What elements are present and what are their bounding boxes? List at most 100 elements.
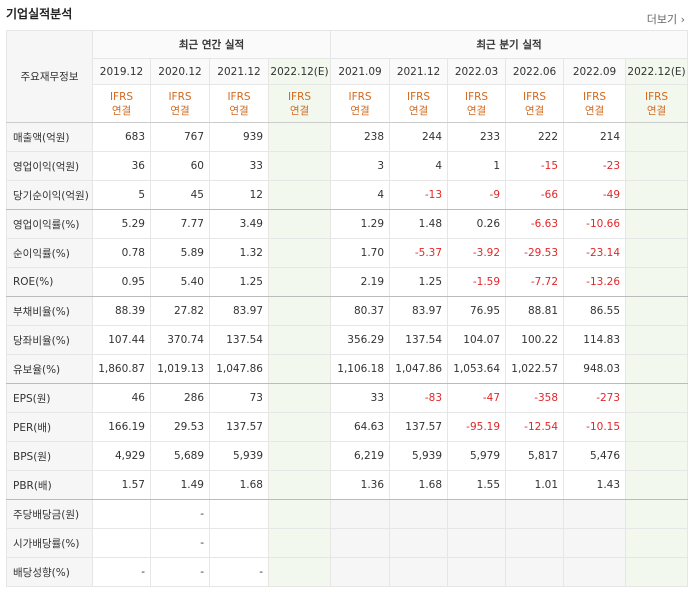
value-cell: 1.57 xyxy=(92,470,151,500)
empty-cell xyxy=(330,499,391,529)
data-row: 시가배당률(%) - xyxy=(6,528,689,558)
value-cell: 286 xyxy=(150,383,210,413)
row-label: EPS(원) xyxy=(6,383,93,413)
data-row: 당좌비율(%) 107.44 370.74 137.54 356.29 137.54 104… xyxy=(6,325,689,355)
value-cell: -12.54 xyxy=(505,412,565,442)
row-label: ROE(%) xyxy=(6,267,93,297)
period-header: 2022.12(E) xyxy=(625,58,689,85)
group-header: 최근 연간 실적 xyxy=(91,30,332,59)
value-cell: 244 xyxy=(389,122,449,152)
empty-cell xyxy=(389,557,449,587)
value-cell: 222 xyxy=(505,122,565,152)
value-cell: - xyxy=(150,557,210,587)
value-cell: 1.55 xyxy=(447,470,507,500)
value-cell: -3.92 xyxy=(447,238,507,268)
value-cell: -10.66 xyxy=(563,209,627,239)
empty-cell xyxy=(267,325,332,355)
value-cell: 1,106.18 xyxy=(330,354,391,384)
data-row: PBR(배) 1.57 1.49 1.68 1.36 1.68 1.55 1.01 1.43 xyxy=(6,470,689,500)
header-row: 2019.12 2020.12 2021.12 2022.12(E) 2021.09 20… xyxy=(7,58,689,85)
value-cell: 3 xyxy=(330,151,391,181)
value-cell: 0.26 xyxy=(447,209,507,239)
value-cell: 370.74 xyxy=(150,325,210,355)
data-row: PER(배) 166.19 29.53 137.57 64.63 137.57 -95.19… xyxy=(6,412,689,442)
value-cell: 5,939 xyxy=(209,441,269,471)
value-cell: -1.59 xyxy=(447,267,507,297)
row-label: 부채비율(%) xyxy=(6,296,93,326)
row-label: 영업이익(억원) xyxy=(6,151,93,181)
basis: 연결 xyxy=(646,104,667,117)
data-row: 유보율(%) 1,860.87 1,019.13 1,047.86 1,106.18 1,… xyxy=(6,354,689,384)
standard-header: IFRS 연결 xyxy=(92,84,151,123)
value-cell: 36 xyxy=(92,151,151,181)
value-cell: 137.57 xyxy=(209,412,269,442)
row-label: 주당배당금(원) xyxy=(6,499,93,529)
value-cell: 137.57 xyxy=(389,412,449,442)
data-row: 영업이익률(%) 5.29 7.77 3.49 1.29 1.48 0.26 -6.63 -10… xyxy=(6,209,689,239)
value-cell: 1 xyxy=(447,151,507,181)
value-cell: 83.97 xyxy=(209,296,269,326)
value-cell: 107.44 xyxy=(92,325,151,355)
value-cell: -13 xyxy=(389,180,449,210)
period-header: 2022.03 xyxy=(447,58,507,85)
value-cell: 6,219 xyxy=(330,441,391,471)
empty-cell xyxy=(267,180,332,210)
row-label: 영업이익률(%) xyxy=(6,209,93,239)
value-cell: 64.63 xyxy=(330,412,391,442)
value-cell: -29.53 xyxy=(505,238,565,268)
more-link[interactable]: 더보기 xyxy=(647,11,685,27)
empty-cell xyxy=(625,209,689,239)
standard: IFRS xyxy=(168,90,192,103)
value-cell: 1,022.57 xyxy=(505,354,565,384)
value-cell: - xyxy=(150,499,210,529)
empty-cell xyxy=(209,528,269,558)
row-label: 시가배당률(%) xyxy=(6,528,93,558)
data-row: 주당배당금(원) - xyxy=(6,499,689,529)
empty-cell xyxy=(267,354,332,384)
standard: IFRS xyxy=(522,90,547,103)
data-row: 매출액(억원) 683 767 939 238 244 233 222 214 xyxy=(6,122,689,152)
value-cell: - xyxy=(150,528,210,558)
value-cell: 1.68 xyxy=(209,470,269,500)
value-cell: 4,929 xyxy=(92,441,151,471)
standard: IFRS xyxy=(109,90,134,103)
data-row: BPS(원) 4,929 5,689 5,939 6,219 5,939 5,979 5,81… xyxy=(6,441,689,471)
value-cell: 100.22 xyxy=(505,325,565,355)
value-cell: 86.55 xyxy=(563,296,627,326)
row-label: 매출액(억원) xyxy=(6,122,93,152)
header-row: 주요재무정보 최근 연간 실적 최근 분기 실적 xyxy=(6,30,689,123)
row-label: 유보율(%) xyxy=(6,354,93,384)
period-header: 2019.12 xyxy=(92,58,151,85)
empty-cell xyxy=(563,557,627,587)
standard: IFRS xyxy=(406,90,431,103)
header-row: IFRS 연결 IFRS 연결 IFRS 연결 IFRS 연결 IFRS 연결 IFRS 연결 IFRS… xyxy=(7,84,689,123)
value-cell: 1,019.13 xyxy=(150,354,210,384)
value-cell: 46 xyxy=(92,383,151,413)
value-cell: 137.54 xyxy=(389,325,449,355)
standard: IFRS xyxy=(582,90,607,103)
value-cell: 1.25 xyxy=(389,267,449,297)
value-cell: -9 xyxy=(447,180,507,210)
standard-header: IFRS 연결 xyxy=(267,84,332,123)
value-cell: 7.77 xyxy=(150,209,210,239)
value-cell: 83.97 xyxy=(389,296,449,326)
empty-cell xyxy=(267,151,332,181)
empty-cell xyxy=(330,528,391,558)
value-cell: 948.03 xyxy=(563,354,627,384)
section-title: 기업실적분석 xyxy=(6,7,73,21)
empty-cell xyxy=(267,499,332,529)
empty-cell xyxy=(625,151,689,181)
value-cell: 80.37 xyxy=(330,296,391,326)
value-cell: 76.95 xyxy=(447,296,507,326)
value-cell: 29.53 xyxy=(150,412,210,442)
empty-cell xyxy=(447,528,507,558)
value-cell: 4 xyxy=(389,151,449,181)
empty-cell xyxy=(505,528,565,558)
empty-cell xyxy=(447,499,507,529)
value-cell: 1.01 xyxy=(505,470,565,500)
value-cell: -66 xyxy=(505,180,565,210)
data-row: 부채비율(%) 88.39 27.82 83.97 80.37 83.97 76.95 88.… xyxy=(6,296,689,326)
standard-header: IFRS 연결 xyxy=(330,84,391,123)
value-cell: -95.19 xyxy=(447,412,507,442)
